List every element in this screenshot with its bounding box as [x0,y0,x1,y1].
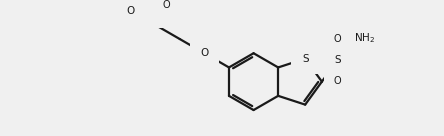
Text: O: O [334,76,341,86]
Text: O: O [334,33,341,44]
Text: O: O [200,48,209,58]
Text: S: S [334,55,341,65]
Text: O: O [163,0,170,10]
Text: S: S [302,54,309,64]
Text: NH$_2$: NH$_2$ [353,31,375,45]
Text: O: O [127,6,135,16]
